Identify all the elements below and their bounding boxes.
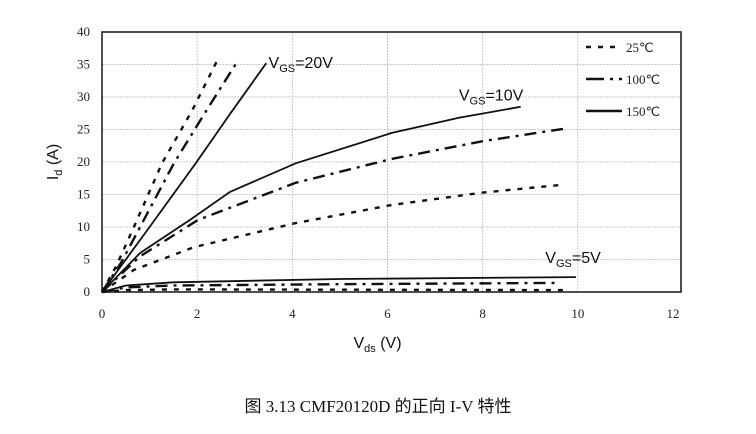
x-tick-label: 10 [571,306,584,321]
series-line-vgs-5v-150c [101,276,576,293]
y-tick-label: 30 [77,89,90,104]
legend-label: 150℃ [626,104,660,119]
y-tick-label: 10 [77,219,90,234]
series-line-vgs-20v-25c [100,56,221,293]
y-tick-label: 20 [77,154,90,169]
x-axis-label: Vds (V) [353,335,401,355]
vgs-annotation: VGS=10V [459,88,524,108]
series-line-vgs-20v-100c [100,61,239,293]
series-line-vgs-5v-25c [101,288,570,294]
y-tick-label: 25 [77,122,90,137]
vgs-annotation: VGS=20V [269,55,334,75]
vgs-annotation: VGS=5V [545,250,601,270]
series-line-vgs-20v-150c [101,62,267,293]
legend-label: 25℃ [626,40,654,55]
plot-frame [101,31,682,293]
legend-label: 100℃ [626,72,660,87]
y-axis-label: Id (A) [45,144,65,180]
y-tick-label: 0 [84,284,91,299]
y-tick-label: 40 [77,24,90,39]
y-tick-label: 5 [84,252,91,267]
figure-caption: 图 3.13 CMF20120D 的正向 I-V 特性 [244,397,512,416]
x-tick-label: 4 [289,306,296,321]
series-line-vgs-10v-25c [101,183,562,293]
x-tick-label: 6 [384,306,391,321]
series-line-vgs-10v-100c [101,127,564,293]
y-tick-label: 15 [77,187,90,202]
y-tick-label: 35 [77,57,90,72]
series-line-vgs-10v-150c [101,105,521,293]
x-tick-label: 0 [99,306,106,321]
x-tick-label: 12 [667,306,680,321]
x-tick-label: 2 [194,306,201,321]
iv-chart: 0 2 4 6 8 10 12 0 5 10 15 20 25 30 35 40 Vds (V) Id (A) VG… [45,24,682,355]
x-tick-label: 8 [479,306,486,321]
